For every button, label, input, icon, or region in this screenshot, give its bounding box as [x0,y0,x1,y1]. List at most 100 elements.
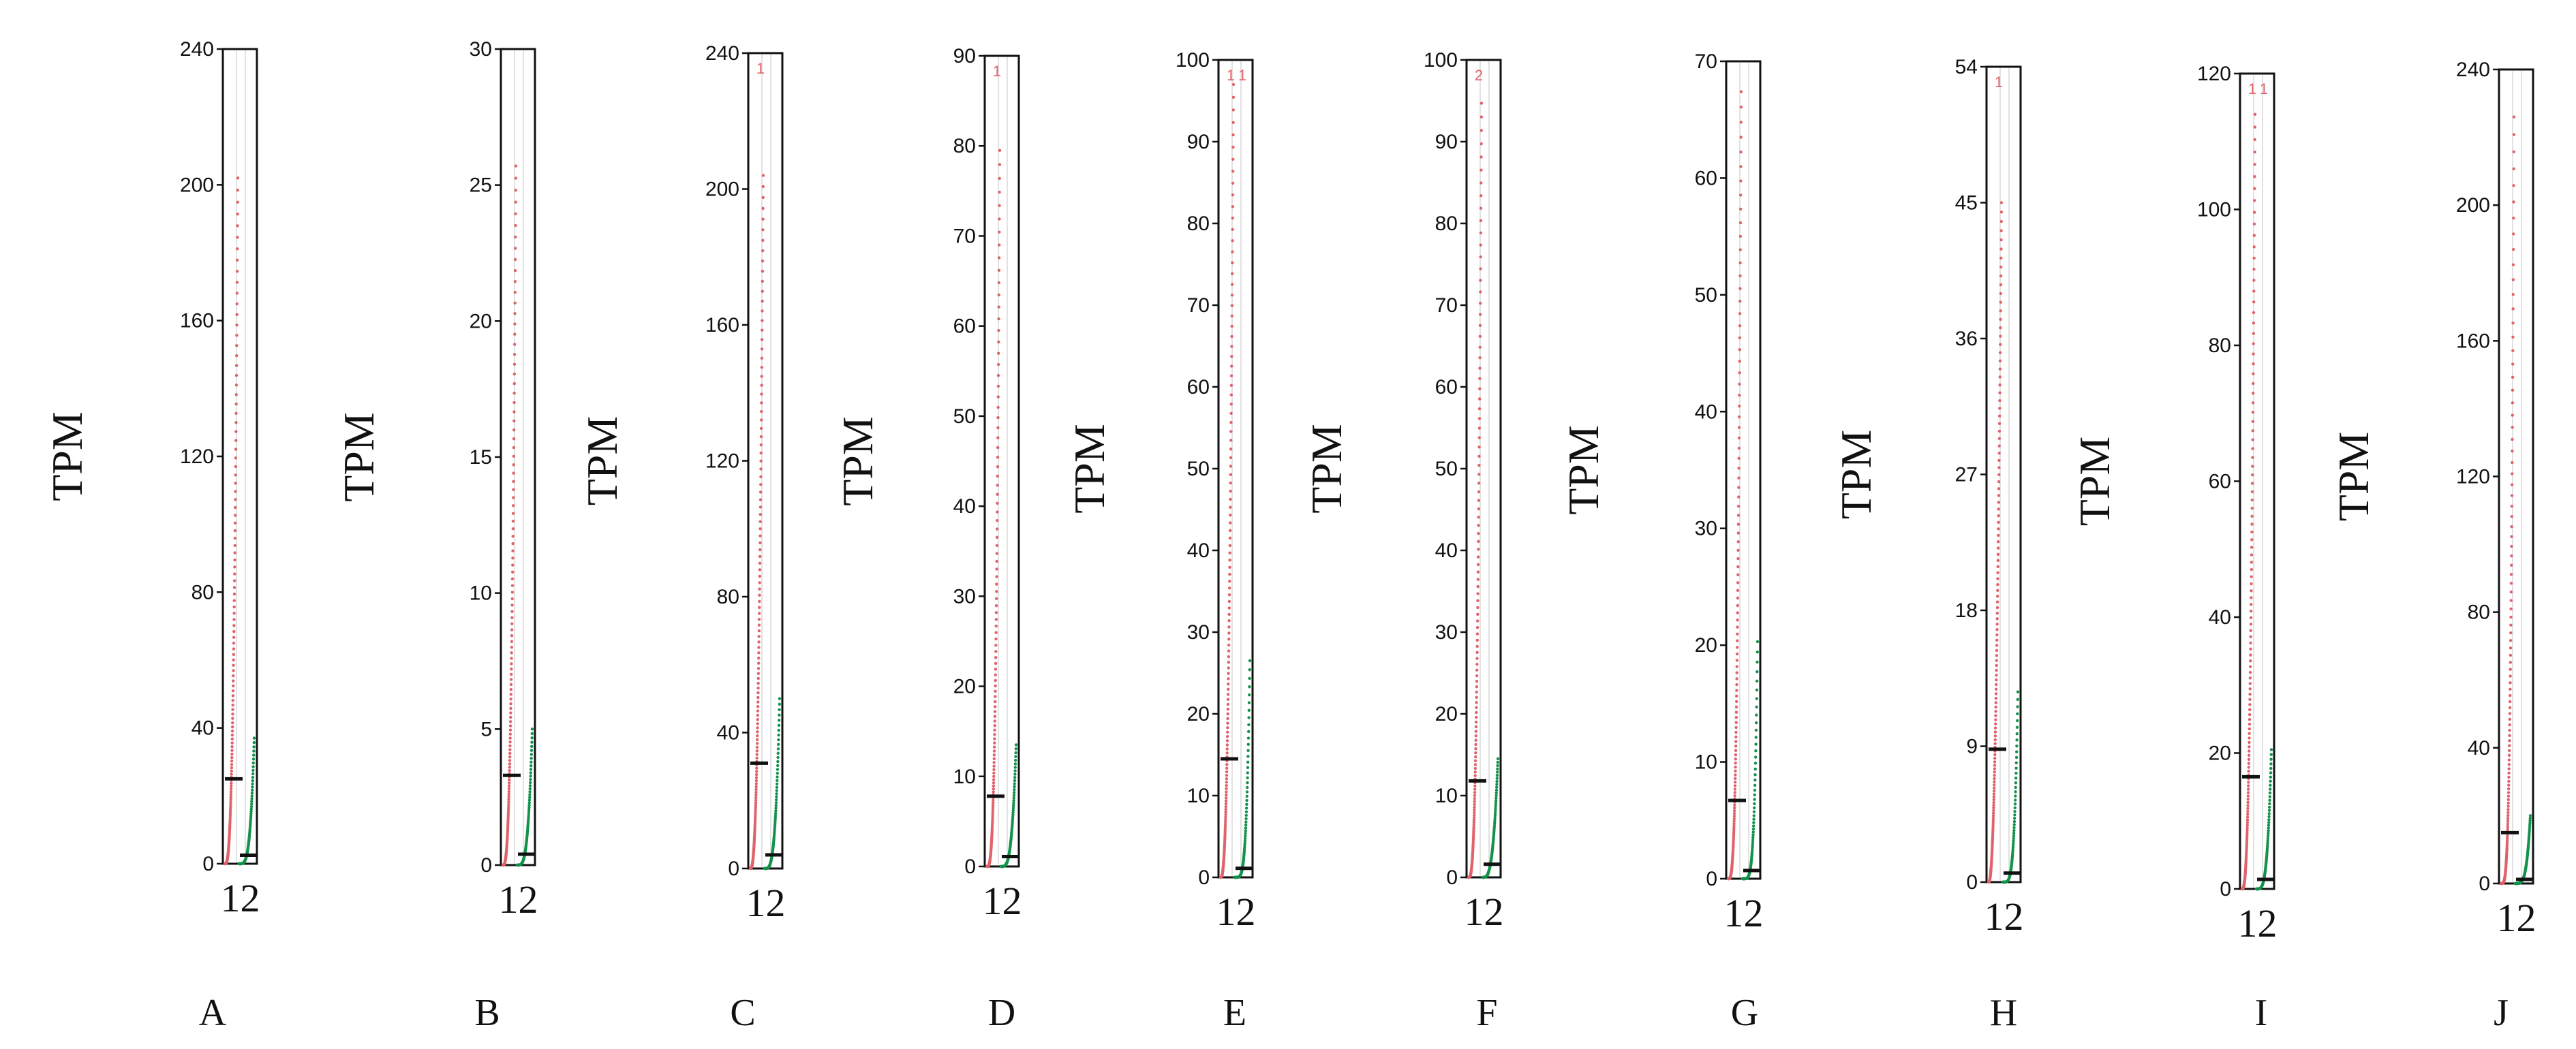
group-1-point [1479,115,1484,119]
group-1-point [757,623,761,627]
y-tick-label: 200 [2456,194,2490,217]
group-1-point [1477,473,1481,476]
group-1-point [992,790,995,794]
group-1-point [755,753,758,756]
group-1-point [991,804,995,807]
group-1-point [510,577,515,581]
group-1-point [758,534,762,537]
top-note: 1 [1238,67,1246,84]
group-1-point [2507,771,2511,775]
group-1-point [755,756,758,760]
group-1-point [1228,536,1232,540]
group-1-point [1739,136,1743,139]
group-1-point [2252,245,2256,249]
group-1-point [1734,721,1738,724]
group-1-point [754,806,757,810]
group-1-point [2506,822,2510,826]
group-1-point [756,722,759,725]
group-2-point [1244,834,1247,838]
group-2-point [1495,779,1499,783]
group-1-point [1737,426,1741,429]
group-2-point [251,765,255,768]
group-1-point [1224,804,1228,809]
group-1-point [1994,692,1998,695]
group-2-point [1494,807,1497,810]
y-tick-label: 90 [1435,131,1458,153]
group-1-point [1734,725,1738,730]
group-1-point [1225,763,1229,766]
group-1-point [1738,324,1742,328]
group-2-point [527,796,532,799]
group-1-point [1473,791,1477,794]
group-1-point [1225,796,1228,800]
group-1-point [510,657,513,660]
group-1-point [509,683,513,687]
group-1-point [756,713,760,717]
group-1-point [2506,819,2510,823]
group-1-point [1478,366,1482,370]
plot-frame [2239,72,2275,890]
group-1-point [754,790,758,794]
group-1-point [2512,232,2515,236]
group-1-point [1992,800,1995,804]
group-1-point [508,755,512,759]
group-1-point [1999,283,2003,287]
group-1-point [508,751,512,755]
group-1-point [1226,698,1230,701]
category-label: 1 [1984,894,2004,939]
group-2-point [1244,820,1248,824]
group-1-point [754,785,758,789]
y-tick-label: 70 [953,225,976,247]
group-1-point [231,717,234,720]
group-1-point [231,713,234,716]
group-1-point [1734,773,1737,777]
group-1-point [234,411,238,416]
group-2-point [773,817,777,820]
group-1-point [996,519,999,522]
y-tick-label: 120 [2197,63,2231,85]
group-2-point [1248,668,1251,672]
group-1-point [233,544,236,548]
group-2-point [2266,841,2269,845]
group-2-point [1753,778,1757,782]
group-1-point [1231,272,1234,276]
group-2-point [2012,826,2016,830]
group-1-point [994,604,998,608]
group-2-point [2012,836,2015,840]
group-1-point [2507,767,2511,770]
group-1-point [1995,628,1999,631]
group-1-point [997,317,1000,321]
group-1-point [1478,324,1482,328]
group-1-point [1479,129,1483,132]
group-1-point [2250,567,2254,572]
group-1-point [233,572,236,576]
group-1-point [758,599,761,604]
group-1-point [509,698,512,701]
group-1-point [1479,219,1483,223]
group-2-point [251,757,256,761]
group-1-point [1737,476,1741,480]
group-1-point [757,635,761,638]
group-1-point [509,715,512,719]
group-1-point [760,409,763,413]
group-2-point [1496,760,1499,764]
group-1-point [509,693,513,696]
group-2-point [1754,721,1758,725]
group-1-point [992,771,996,775]
group-1-point [1738,207,1743,211]
group-1-point [1995,612,1999,615]
group-2-point [530,740,534,744]
category-label: 2 [1002,879,1022,923]
group-1-point [1738,348,1742,351]
group-1-point [1479,181,1483,185]
group-1-point [1229,439,1233,442]
category-label: 1 [983,879,1002,923]
group-1-point [2506,834,2509,838]
group-1-point [1735,659,1739,662]
group-1-point [229,787,233,791]
group-2-point [1248,676,1251,680]
group-1-point [1231,250,1234,253]
y-tick-label: 30 [1695,518,1717,540]
group-2-point [1013,782,1016,785]
